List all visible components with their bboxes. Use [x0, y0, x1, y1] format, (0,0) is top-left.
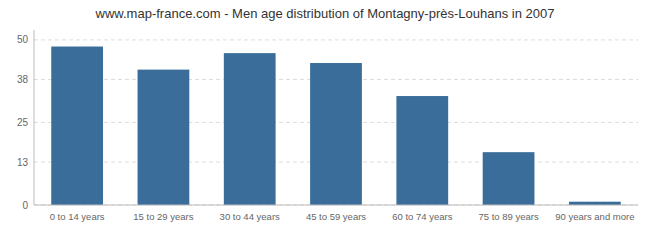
x-tick-label: 60 to 74 years	[392, 211, 452, 222]
x-tick-label: 15 to 29 years	[133, 211, 193, 222]
chart-container: www.map-france.com - Men age distributio…	[0, 0, 650, 229]
bar	[51, 47, 103, 205]
y-tick-label: 50	[17, 34, 29, 45]
grid-line	[34, 39, 638, 40]
bars	[51, 47, 620, 205]
bar	[224, 53, 276, 205]
x-axis-line	[34, 205, 638, 206]
y-tick-label: 38	[17, 74, 29, 85]
page: {"chart_data": {"type": "bar", "title": …	[0, 0, 650, 229]
x-tick-label: 30 to 44 years	[220, 211, 280, 222]
y-axis-line	[34, 30, 35, 205]
chart-svg: www.map-france.com - Men age distributio…	[0, 0, 650, 229]
grid-line	[34, 205, 638, 206]
grid	[34, 40, 638, 205]
x-tick-label: 45 to 59 years	[306, 211, 366, 222]
y-tick-label: 13	[17, 157, 29, 168]
y-tick-label: 25	[17, 117, 29, 128]
bar	[396, 96, 448, 205]
x-tick-label: 0 to 14 years	[50, 211, 105, 222]
bar	[138, 70, 190, 205]
x-tick-label: 75 to 89 years	[478, 211, 538, 222]
bar	[310, 63, 362, 205]
bar	[483, 152, 535, 205]
chart-title: www.map-france.com - Men age distributio…	[95, 6, 555, 21]
x-tick-label: 90 years and more	[555, 211, 634, 222]
y-tick-label: 0	[22, 200, 28, 211]
